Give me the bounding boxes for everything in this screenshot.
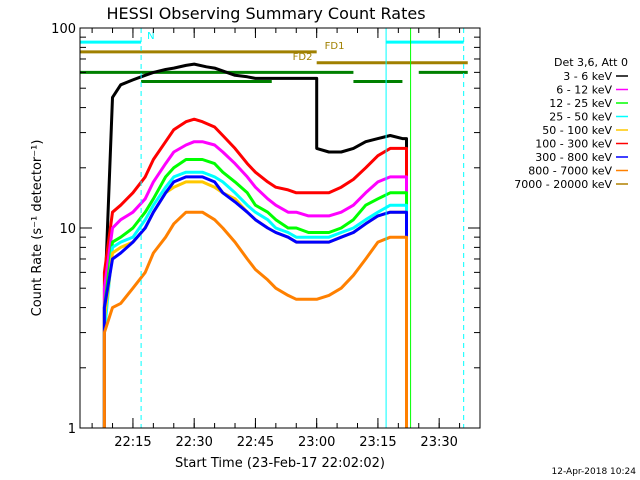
y-axis-label: Count Rate (s⁻¹ detector⁻¹) <box>30 140 45 317</box>
interval-bars: N FD1 FD2 <box>80 31 468 84</box>
legend-entry-label: 100 - 300 keV <box>535 138 612 151</box>
series-line <box>102 117 408 428</box>
legend-entry-label: 6 - 12 keV <box>556 84 612 97</box>
footer-timestamp: 12-Apr-2018 10:24 <box>552 467 637 477</box>
series-line <box>102 175 408 428</box>
x-tick-label: 23:15 <box>359 435 396 450</box>
interval-bar-label: FD1 <box>325 41 345 52</box>
vertical-markers <box>140 28 465 428</box>
chart-title: HESSI Observing Summary Count Rates <box>106 4 425 23</box>
legend-entry-label: 25 - 50 keV <box>549 111 612 124</box>
x-axis: 22:15 22:30 22:45 23:00 23:15 23:30 <box>91 28 481 450</box>
legend-entry-label: 50 - 100 keV <box>542 124 612 137</box>
x-tick-label: 23:30 <box>420 435 457 450</box>
x-axis-label: Start Time (23-Feb-17 22:02:02) <box>175 456 385 471</box>
y-axis: 1 10 100 <box>51 22 480 437</box>
y-tick-label: 100 <box>51 22 76 37</box>
legend-entry-label: 3 - 6 keV <box>563 70 612 83</box>
legend-entry-label: 800 - 7000 keV <box>528 165 612 178</box>
series-line <box>102 62 408 428</box>
series-line <box>102 158 408 428</box>
series-line <box>102 140 408 428</box>
legend-entry-label: 7000 - 20000 keV <box>514 178 612 191</box>
y-tick-label: 10 <box>59 222 76 237</box>
interval-bar-label: N <box>147 31 154 42</box>
series-line <box>102 210 408 428</box>
legend-entry-label: 300 - 800 keV <box>535 151 612 164</box>
legend-entry-label: 12 - 25 keV <box>549 97 612 110</box>
x-tick-label: 22:45 <box>237 435 274 450</box>
y-tick-label: 1 <box>68 422 76 437</box>
series-plot-area <box>102 62 408 428</box>
x-tick-label: 22:30 <box>175 435 212 450</box>
legend-header: Det 3,6, Att 0 <box>554 56 628 69</box>
series-line <box>102 170 408 428</box>
interval-bar-label: FD2 <box>293 52 313 63</box>
x-tick-label: 23:00 <box>298 435 335 450</box>
x-tick-label: 22:15 <box>114 435 151 450</box>
